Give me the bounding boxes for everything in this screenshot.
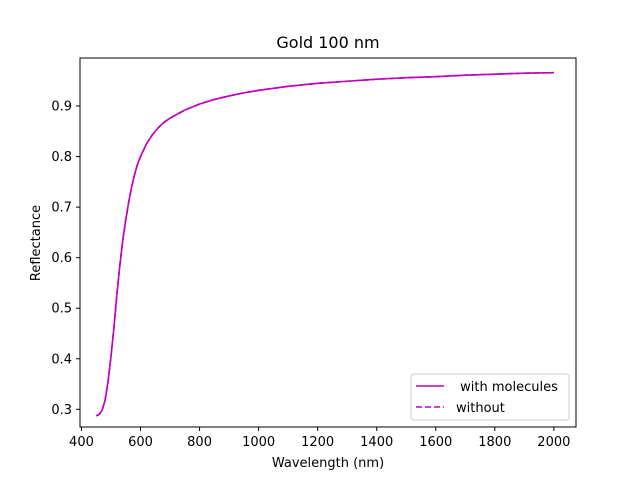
y-tick-label: 0.5 bbox=[51, 302, 72, 317]
x-tick-label: 1800 bbox=[478, 435, 511, 450]
legend: with molecules without bbox=[410, 373, 570, 421]
y-tick-label: 0.3 bbox=[51, 403, 72, 418]
y-axis: 0.3 0.4 0.5 0.6 0.7 0.8 0.9 bbox=[51, 100, 80, 418]
y-tick-label: 0.6 bbox=[51, 251, 72, 266]
x-tick-label: 2000 bbox=[537, 435, 570, 450]
axes-frame bbox=[79, 57, 577, 428]
legend-box bbox=[410, 373, 570, 421]
y-tick-label: 0.8 bbox=[51, 150, 72, 165]
series-line-without bbox=[95, 71, 554, 417]
x-axis: 400 600 800 1000 1200 1400 1600 1800 2000 bbox=[69, 427, 570, 450]
y-tick-label: 0.7 bbox=[51, 201, 72, 216]
legend-label-with-molecules: with molecules bbox=[456, 380, 558, 395]
legend-label-without: without bbox=[456, 401, 505, 416]
x-tick-label: 1600 bbox=[419, 435, 452, 450]
series-layer bbox=[95, 71, 554, 417]
y-axis-label: Reflectance bbox=[29, 205, 44, 281]
x-tick-label: 400 bbox=[69, 435, 94, 450]
chart-title: Gold 100 nm bbox=[276, 33, 379, 52]
x-tick-label: 600 bbox=[128, 435, 153, 450]
x-tick-label: 1200 bbox=[301, 435, 334, 450]
y-tick-label: 0.9 bbox=[51, 100, 72, 115]
x-axis-label: Wavelength (nm) bbox=[272, 456, 384, 471]
x-tick-label: 1000 bbox=[242, 435, 275, 450]
x-tick-label: 1400 bbox=[360, 435, 393, 450]
x-tick-label: 800 bbox=[187, 435, 212, 450]
y-tick-label: 0.4 bbox=[51, 352, 72, 367]
